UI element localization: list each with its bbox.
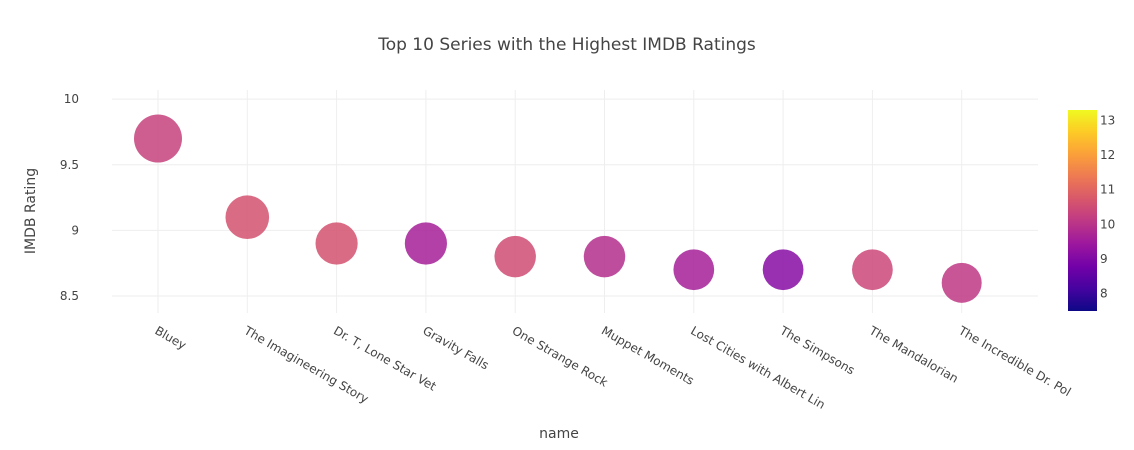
- data-point: [941, 262, 982, 303]
- x-tick-label: The Simpsons: [777, 323, 857, 378]
- colorbar-tick-label: 11: [1100, 183, 1115, 197]
- data-point: [852, 249, 893, 291]
- data-point: [404, 222, 447, 265]
- data-point: [315, 222, 358, 265]
- y-tick-label: 9.5: [60, 158, 79, 172]
- colorbar-tick-label: 9: [1100, 252, 1108, 266]
- data-point: [762, 249, 804, 291]
- data-point: [583, 235, 626, 278]
- x-tick-label: One Strange Rock: [510, 323, 611, 389]
- x-tick-label: Gravity Falls: [420, 323, 491, 372]
- colorbar: 8 9 10 11 12 13: [1068, 110, 1115, 311]
- colorbar-tick-label: 12: [1100, 148, 1115, 162]
- x-tick-label: Bluey: [153, 323, 189, 352]
- data-point: [225, 195, 270, 240]
- colorbar-gradient: [1068, 110, 1097, 311]
- colorbar-tick-label: 8: [1100, 287, 1108, 301]
- data-point: [494, 235, 536, 278]
- data-point: [134, 114, 182, 163]
- y-tick-label: 10: [64, 92, 79, 106]
- y-axis-title: IMDB Rating: [23, 168, 39, 254]
- y-tick-labels: 8.5 9 9.5 10: [60, 92, 79, 303]
- data-point: [673, 249, 715, 291]
- x-tick-label: The Mandalorian: [866, 323, 961, 386]
- colorbar-tick-label: 10: [1100, 217, 1115, 231]
- y-tick-label: 9: [71, 223, 79, 237]
- x-axis-title: name: [539, 426, 579, 442]
- data-points: [134, 114, 982, 303]
- colorbar-tick-labels: 8 9 10 11 12 13: [1100, 113, 1115, 300]
- y-tick-label: 8.5: [60, 289, 79, 303]
- colorbar-tick-label: 13: [1100, 113, 1115, 127]
- x-tick-label: The Incredible Dr. Pol: [955, 323, 1073, 399]
- chart-title: Top 10 Series with the Highest IMDB Rati…: [377, 35, 756, 55]
- x-tick-label: Muppet Moments: [599, 323, 696, 387]
